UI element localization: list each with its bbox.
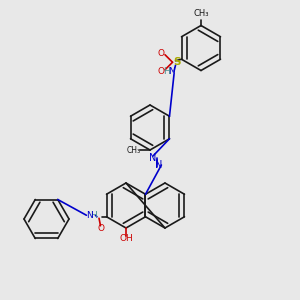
Text: H: H <box>90 211 97 220</box>
Text: CH₃: CH₃ <box>126 146 141 154</box>
Text: O: O <box>158 49 165 58</box>
Text: O: O <box>97 224 104 233</box>
Text: N: N <box>155 160 163 170</box>
Text: CH₃: CH₃ <box>193 9 209 18</box>
Text: H: H <box>163 67 170 76</box>
Text: N: N <box>149 152 157 163</box>
Text: S: S <box>173 57 181 67</box>
Text: OH: OH <box>119 234 133 243</box>
Text: N: N <box>168 67 175 76</box>
Text: O: O <box>158 67 165 76</box>
Text: N: N <box>86 211 93 220</box>
